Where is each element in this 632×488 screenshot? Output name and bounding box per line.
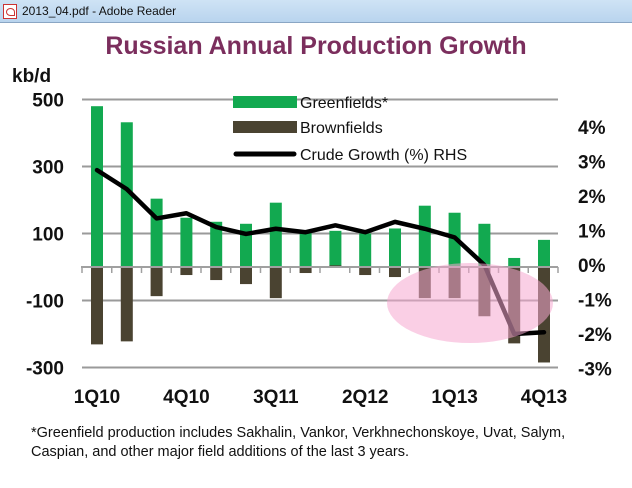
y2-tick-label: 2% [578,187,606,208]
greenfield-bar [508,257,521,267]
legend-swatch-brownfields [233,121,297,133]
y-tick-label: -300 [26,359,64,380]
brownfield-bar [269,267,282,299]
y2-tick-label: 4% [578,118,606,139]
y2-tick-label: 3% [578,153,606,174]
y-tick-label: -100 [26,292,64,313]
crude-growth-line [94,167,547,337]
y2-tick-label: -3% [578,360,612,381]
greenfield-bar [359,233,372,267]
brownfield-bar [180,267,193,276]
greenfield-bar [240,223,252,267]
brownfield-bar [240,267,252,285]
chart-title: Russian Annual Production Growth [105,32,527,60]
greenfield-bar [329,230,342,267]
x-tick-label: 3Q11 [253,387,299,408]
brownfield-bar [210,267,223,281]
pdf-icon [3,3,17,19]
brownfield-bar [299,267,312,274]
greenfield-bar [418,205,431,267]
brownfield-bar [359,267,372,276]
y2-tick-label: 0% [578,256,606,277]
greenfield-bar [180,217,193,267]
brownfield-bar [120,267,133,342]
y2-tick-label: 1% [578,222,606,243]
greenfield-bar [269,202,282,267]
y-tick-label: 300 [32,158,64,179]
greenfield-bar [299,232,312,267]
footnote: *Greenfield production includes Sakhalin… [31,425,566,460]
greenfield-bar [389,228,401,267]
legend-label-crude-growth: Crude Growth (%) RHS [300,147,467,164]
legend-label-brownfields: Brownfields [300,120,383,137]
greenfield-bar [120,122,133,267]
brownfield-bar [389,267,401,278]
brownfield-bar [150,267,163,297]
greenfield-bar [91,106,103,267]
y2-tick-label: -2% [578,325,612,346]
greenfield-bar [150,198,163,267]
y-tick-label: 500 [32,91,64,112]
highlight-ellipse [387,263,553,343]
x-tick-label: 1Q10 [74,387,120,408]
legend-label-greenfields: Greenfields* [300,95,388,112]
window-title-bar: 2013_04.pdf - Adobe Reader [0,0,632,23]
x-tick-label: 1Q13 [431,387,477,408]
x-tick-label: 4Q13 [521,387,567,408]
legend-swatch-greenfields [233,96,297,108]
greenfield-bar [210,221,223,267]
x-tick-label: 2Q12 [342,387,388,408]
window-title: 2013_04.pdf - Adobe Reader [22,4,177,18]
y-axis-label: kb/d [12,66,51,87]
greenfield-bar [478,223,491,267]
greenfield-bar [538,239,550,267]
y2-tick-label: -1% [578,291,612,312]
x-tick-label: 4Q10 [163,387,209,408]
y-tick-label: 100 [32,225,64,246]
brownfield-bar [91,267,103,345]
